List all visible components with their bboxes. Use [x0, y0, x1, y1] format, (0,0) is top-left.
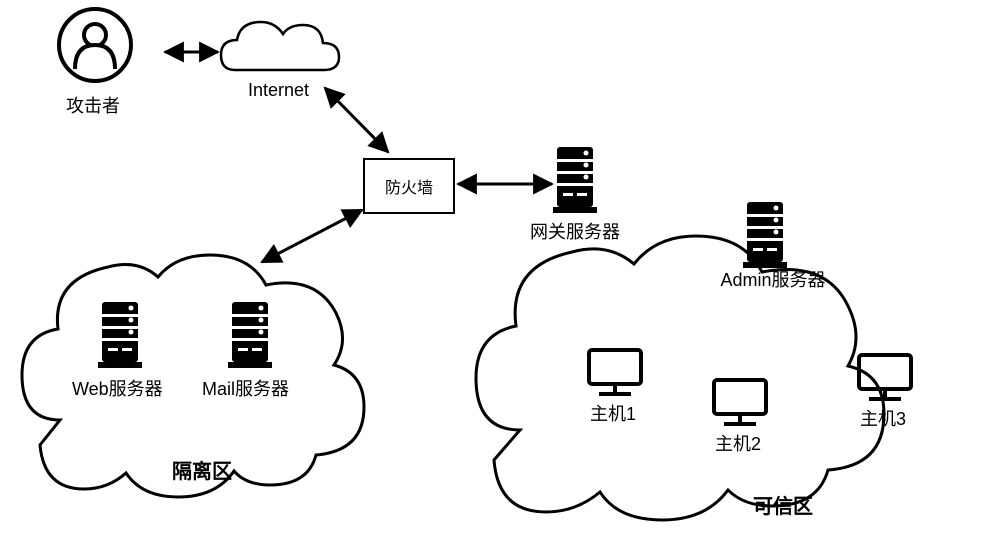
host3-label: 主机3	[860, 405, 906, 431]
mail-server-label: Mail服务器	[202, 375, 289, 401]
admin-server-label: Admin服务器	[718, 270, 828, 292]
diagram-stage: { "labels": { "attacker": "攻击者", "intern…	[0, 0, 1000, 539]
gateway-server-icon	[553, 147, 597, 213]
attacker-icon	[59, 9, 131, 81]
firewall-label: 防火墙	[385, 174, 433, 198]
mail-server-icon	[228, 302, 272, 368]
gateway-server-label: 网关服务器	[530, 218, 620, 244]
admin-server-icon	[743, 202, 787, 268]
internet-cloud-icon	[221, 22, 339, 70]
web-server-label: Web服务器	[72, 375, 163, 401]
arrow-firewall-dmz	[262, 210, 362, 262]
web-server-icon	[98, 302, 142, 368]
arrows	[165, 52, 552, 262]
dmz-zone-label: 隔离区	[172, 455, 232, 484]
arrow-internet-firewall	[325, 88, 388, 152]
firewall-box: 防火墙	[363, 158, 455, 214]
host1-label: 主机1	[590, 400, 636, 426]
trusted-zone-label: 可信区	[753, 490, 813, 519]
svg-layer	[0, 0, 1000, 539]
attacker-label: 攻击者	[66, 92, 120, 118]
internet-label: Internet	[248, 80, 309, 101]
host2-label: 主机2	[715, 430, 761, 456]
